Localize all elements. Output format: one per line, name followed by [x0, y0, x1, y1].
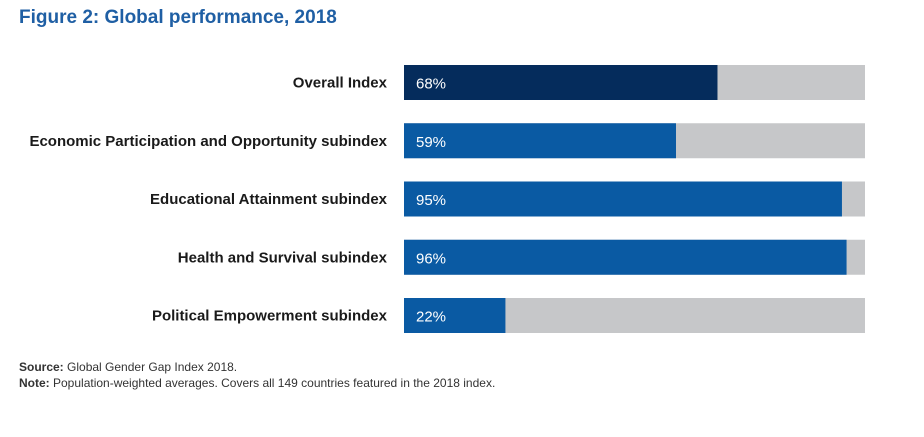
bar [404, 181, 842, 217]
bar [404, 298, 506, 333]
bar [404, 123, 676, 159]
bar [404, 65, 718, 100]
source-line: Source: Global Gender Gap Index 2018. [19, 359, 495, 375]
note-line: Note: Population-weighted averages. Cove… [19, 375, 495, 391]
chart-title: Figure 2: Global performance, 2018 [19, 7, 337, 28]
category-label: Overall Index [293, 75, 388, 92]
category-label: Educational Attainment subindex [150, 191, 388, 208]
value-label: 22% [416, 309, 446, 326]
value-label: 68% [416, 76, 446, 93]
source-label: Source: [19, 360, 64, 374]
value-label: 95% [416, 192, 446, 209]
source-text: Global Gender Gap Index 2018. [63, 360, 238, 374]
note-label: Note: [19, 376, 50, 390]
note-text: Population-weighted averages. Covers all… [49, 376, 496, 390]
category-label: Political Empowerment subindex [152, 308, 388, 325]
category-label: Health and Survival subindex [178, 249, 388, 266]
bar [404, 239, 847, 275]
value-label: 59% [416, 134, 446, 151]
category-label: Economic Participation and Opportunity s… [29, 133, 387, 150]
chart-notes: Source: Global Gender Gap Index 2018. No… [19, 359, 495, 391]
value-label: 96% [416, 250, 446, 267]
